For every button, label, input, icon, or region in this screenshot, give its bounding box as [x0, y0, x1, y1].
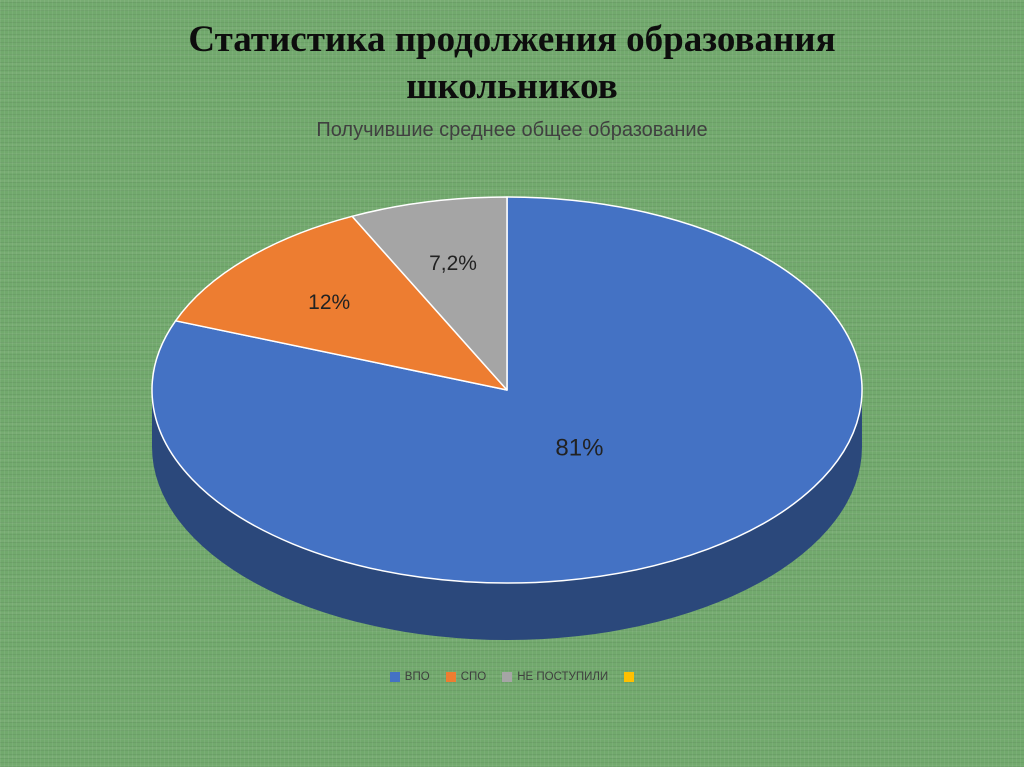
slide-title: Статистика продолжения образования школь… — [188, 19, 836, 108]
pie-data-label-1: 12% — [308, 291, 350, 314]
legend-swatch-3 — [624, 672, 635, 682]
legend-item-3 — [624, 672, 635, 682]
legend-label-2: НЕ ПОСТУПИЛИ — [517, 671, 609, 683]
legend-swatch-0 — [389, 672, 400, 682]
pie-slice-2 — [351, 196, 508, 391]
pie-chart: 81% 12% 7,2% — [151, 196, 863, 640]
pie-side-0 — [152, 390, 862, 640]
legend-swatch-1 — [445, 672, 456, 682]
pie-slice-1 — [174, 215, 508, 391]
pie-data-label-2: 7,2% — [429, 252, 477, 275]
chart-legend: ВПО СПО НЕ ПОСТУПИЛИ — [0, 671, 1024, 683]
legend-item-1: СПО — [445, 671, 487, 683]
legend-label-1: СПО — [460, 671, 487, 683]
legend-label-0: ВПО — [404, 671, 430, 683]
legend-item-0: ВПО — [389, 671, 430, 683]
legend-swatch-2 — [502, 672, 513, 682]
chart-title: Получившие среднее общее образование — [316, 119, 708, 141]
pie-data-label-0: 81% — [555, 434, 603, 461]
legend-item-2: НЕ ПОСТУПИЛИ — [502, 671, 608, 683]
